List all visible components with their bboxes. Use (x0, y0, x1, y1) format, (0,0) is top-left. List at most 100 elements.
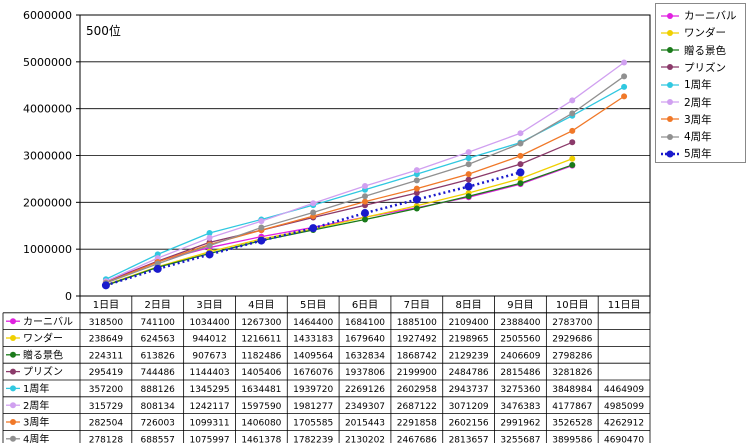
legend-label: 1周年 (684, 79, 712, 92)
data-label: 1075997 (189, 435, 229, 443)
data-label: 3275360 (500, 385, 540, 395)
data-label: 907673 (192, 351, 226, 361)
category-label: 5日目 (300, 300, 326, 311)
data-point (258, 218, 265, 225)
data-label: 2198965 (449, 335, 489, 345)
data-label: 613826 (141, 351, 176, 361)
data-label: 2943737 (449, 385, 489, 395)
data-label: 2130202 (345, 435, 385, 443)
row-series-name: 3周年 (23, 416, 49, 429)
series-line (105, 158, 573, 286)
data-point (309, 224, 318, 233)
legend-item: 2周年 (660, 94, 712, 111)
legend-item: ワンダー (660, 24, 726, 41)
data-label: 2783700 (552, 318, 592, 328)
data-label: 1216611 (241, 335, 281, 345)
data-point (621, 59, 628, 66)
category-label: 4日目 (248, 300, 274, 311)
data-label: 2015443 (345, 419, 385, 429)
data-point (412, 195, 421, 204)
data-point (413, 167, 420, 174)
y-tick-label: 2000000 (23, 196, 72, 209)
y-tick-label: 4000000 (23, 103, 72, 116)
legend-label: 4周年 (684, 131, 712, 144)
data-point (517, 161, 524, 168)
data-label: 4177867 (552, 402, 592, 412)
data-label: 1461378 (241, 435, 281, 443)
data-label: 744486 (141, 368, 176, 378)
gridlines (79, 14, 651, 297)
data-label: 238649 (89, 335, 124, 345)
row-legend-marker (10, 351, 16, 358)
data-label: 2602156 (449, 419, 489, 429)
legend-marker (661, 116, 679, 123)
category-label: 8日目 (455, 300, 481, 311)
data-label: 1676076 (293, 368, 333, 378)
data-point (413, 177, 420, 184)
data-point (621, 93, 628, 100)
row-legend-marker (10, 368, 16, 375)
data-label: 2813657 (449, 435, 489, 443)
data-label: 2269126 (345, 385, 385, 395)
data-label: 1464400 (293, 318, 333, 328)
data-label: 2129239 (449, 351, 489, 361)
data-label: 1405406 (241, 368, 281, 378)
data-point (569, 161, 576, 168)
data-point (465, 155, 472, 162)
data-point (310, 200, 317, 207)
data-label: 4690470 (604, 435, 644, 443)
data-point (206, 242, 213, 249)
category-label: 6日目 (352, 300, 378, 311)
category-label: 10日目 (556, 300, 589, 311)
data-label: 2687122 (397, 402, 437, 412)
category-label: 3日目 (196, 300, 222, 311)
data-label: 1885100 (397, 318, 437, 328)
data-point (362, 216, 368, 223)
data-label: 944012 (192, 335, 226, 345)
data-point (465, 176, 472, 183)
data-label: 688557 (141, 435, 175, 443)
data-label: 278128 (89, 435, 124, 443)
data-label: 1034400 (189, 318, 229, 328)
legend-item: 5周年 (660, 145, 712, 162)
data-point (465, 171, 472, 178)
row-legend-marker (10, 419, 16, 425)
series-line (105, 141, 573, 283)
legend-marker (661, 133, 679, 140)
data-label: 4464909 (604, 385, 644, 395)
data-label: 282504 (89, 419, 124, 429)
data-label: 1705585 (293, 419, 333, 429)
legend-label: カーニバル (684, 10, 737, 22)
data-label: 1868742 (397, 351, 437, 361)
row-series-name: ワンダー (23, 332, 63, 345)
legend-marker (661, 150, 679, 158)
data-point (464, 182, 473, 191)
data-point (569, 110, 576, 117)
legend-label: プリズン (684, 61, 726, 74)
data-label: 3071209 (449, 402, 489, 412)
data-point (569, 155, 576, 162)
data-label: 3476383 (500, 402, 540, 412)
legend-label: 5周年 (684, 148, 712, 161)
data-point (621, 73, 628, 80)
y-tick-label: 1000000 (23, 243, 72, 256)
data-label: 2815486 (500, 368, 540, 378)
row-series-name: 贈る景色 (23, 348, 63, 361)
data-point (517, 130, 524, 137)
data-label: 808134 (141, 402, 176, 412)
y-tick-label: 0 (65, 290, 72, 303)
row-series-name: 1周年 (23, 382, 49, 395)
row-series-name: カーニバル (23, 316, 73, 328)
data-label: 726003 (141, 419, 175, 429)
data-label: 1409564 (293, 351, 333, 361)
legend-label: ワンダー (684, 27, 726, 40)
data-point (361, 209, 369, 218)
data-label: 1267300 (241, 318, 281, 328)
data-label: 2929686 (552, 335, 592, 345)
row-series-name: 2周年 (23, 399, 49, 412)
data-label: 1782239 (293, 435, 333, 443)
data-point (206, 234, 213, 241)
series-lines (101, 59, 628, 290)
legend-marker (661, 64, 679, 71)
data-point (569, 127, 576, 134)
